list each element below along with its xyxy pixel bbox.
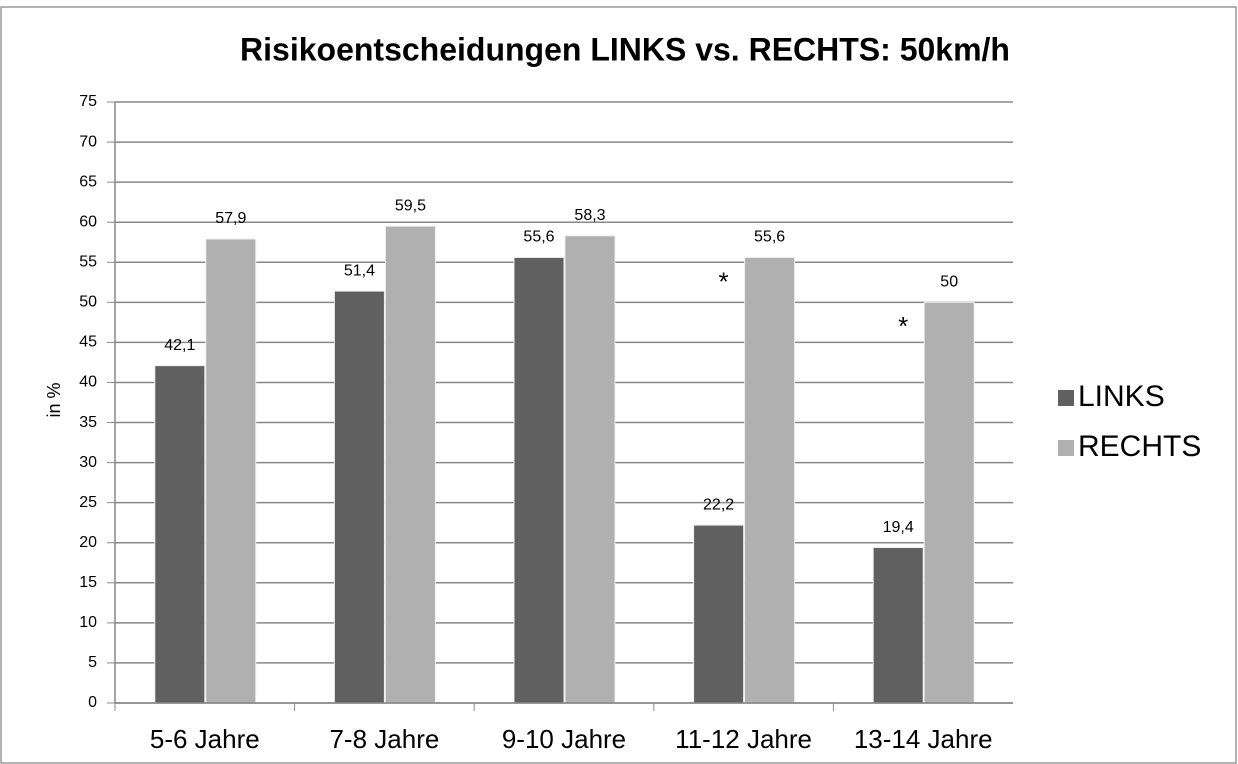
x-tick-label: 7-8 Jahre <box>329 724 439 754</box>
bar <box>872 547 924 704</box>
y-tick-label: 70 <box>79 133 97 150</box>
y-axis-label: in % <box>44 382 64 417</box>
bar <box>693 524 745 704</box>
value-label: 55,6 <box>523 229 554 246</box>
chart-title: Risikoentscheidungen LINKS vs. RECHTS: 5… <box>240 31 1010 67</box>
x-tick-label: 13-14 Jahre <box>854 724 993 754</box>
y-tick-label: 20 <box>79 534 97 551</box>
y-tick-label: 15 <box>79 574 97 591</box>
annotation: * <box>719 266 729 296</box>
y-tick-label: 25 <box>79 494 97 511</box>
y-tick-label: 60 <box>79 213 97 230</box>
y-tick-label: 65 <box>79 173 97 190</box>
bar <box>744 256 796 704</box>
y-tick-label: 45 <box>79 334 97 351</box>
y-tick-label: 30 <box>79 454 97 471</box>
value-label: 42,1 <box>164 337 195 354</box>
value-label: 19,4 <box>883 519 914 536</box>
legend-label: RECHTS <box>1078 430 1201 463</box>
y-tick-label: 75 <box>79 93 97 110</box>
y-tick-label: 50 <box>79 294 97 311</box>
value-label: 57,9 <box>215 210 246 227</box>
y-tick-label: 0 <box>88 694 97 711</box>
bar <box>513 256 565 704</box>
legend-swatch <box>1058 440 1074 456</box>
y-tick-label: 5 <box>88 654 97 671</box>
bar <box>154 365 206 704</box>
x-tick-label: 5-6 Jahre <box>150 724 260 754</box>
value-label: 51,4 <box>344 262 375 279</box>
y-tick-label: 35 <box>79 414 97 431</box>
legend-swatch <box>1058 390 1074 406</box>
legend-label: LINKS <box>1078 380 1165 413</box>
bar <box>384 225 436 704</box>
y-tick-label: 55 <box>79 253 97 270</box>
value-label: 59,5 <box>395 197 426 214</box>
value-label: 55,6 <box>754 229 785 246</box>
bar <box>923 301 975 704</box>
y-tick-label: 40 <box>79 374 97 391</box>
bar <box>205 238 257 704</box>
value-label: 58,3 <box>574 207 605 224</box>
bar <box>564 235 616 704</box>
value-label: 50 <box>940 274 958 291</box>
value-label: 22,2 <box>703 496 734 513</box>
x-tick-label: 11-12 Jahre <box>675 724 812 754</box>
y-tick-label: 10 <box>79 614 97 631</box>
bar <box>333 290 385 704</box>
x-tick-label: 9-10 Jahre <box>502 724 626 754</box>
annotation: * <box>898 311 908 341</box>
